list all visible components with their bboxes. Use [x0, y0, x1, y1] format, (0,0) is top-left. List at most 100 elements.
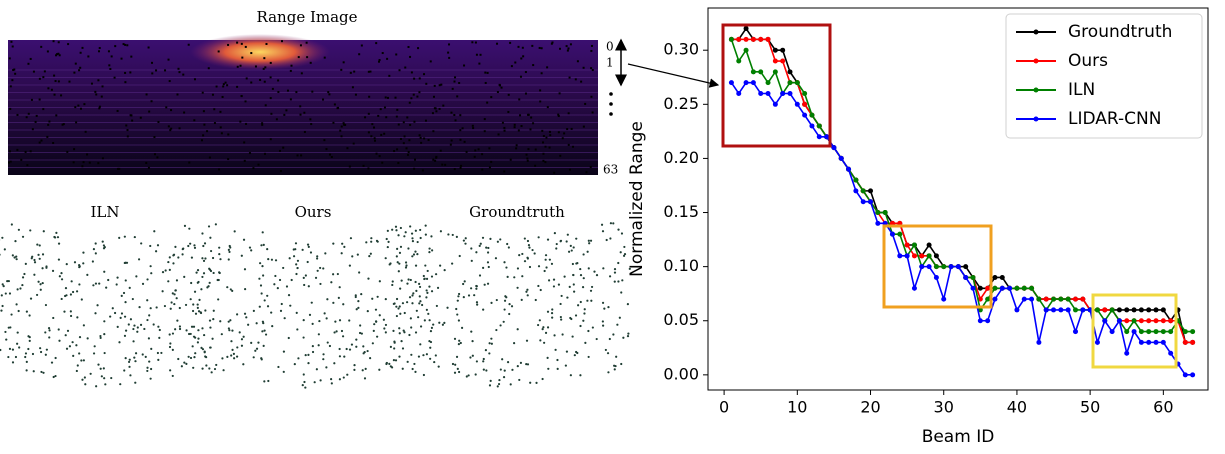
cloud-point: [391, 284, 393, 286]
cloud-point: [373, 330, 375, 332]
series-point: [787, 69, 792, 74]
cloud-point: [74, 261, 76, 263]
cloud-point: [29, 340, 31, 342]
series-point: [766, 80, 771, 85]
cloud-point: [416, 310, 418, 312]
cloud-point: [399, 252, 401, 254]
cloud-point: [444, 269, 446, 271]
range-speck: [471, 41, 473, 43]
range-speck: [79, 67, 81, 69]
range-speck: [86, 153, 88, 155]
cloud-point: [539, 339, 541, 341]
range-speck: [400, 138, 402, 140]
cloud-point: [194, 337, 196, 339]
y-tick-label: 0.10: [663, 256, 699, 275]
cloud-point: [592, 326, 594, 328]
range-speck: [368, 131, 370, 133]
range-speck: [408, 46, 410, 48]
range-speck: [16, 114, 18, 116]
cloud-point: [602, 302, 604, 304]
cloud-point: [560, 240, 562, 242]
ellipsis: [609, 102, 613, 106]
cloud-point: [397, 234, 399, 236]
series-point: [971, 286, 976, 291]
cloud-point: [308, 285, 310, 287]
cloud-point: [579, 325, 581, 327]
cloud-point: [109, 315, 111, 317]
cloud-point: [375, 320, 377, 322]
cloud-point: [179, 328, 181, 330]
cloud-point: [245, 316, 247, 318]
cloud-point: [129, 374, 131, 376]
cloud-point: [188, 228, 190, 230]
cloud-point: [329, 345, 331, 347]
cloud-point: [332, 243, 334, 245]
cloud-point: [192, 367, 194, 369]
range-speck: [413, 94, 415, 96]
range-speck: [31, 99, 33, 101]
range-speck: [201, 139, 203, 141]
range-speck: [28, 113, 30, 115]
cloud-point: [197, 282, 199, 284]
range-speck: [12, 45, 14, 47]
cloud-point: [570, 245, 572, 247]
x-tick-label: 60: [1153, 398, 1173, 417]
range-speck: [440, 150, 442, 152]
range-speck: [36, 115, 38, 117]
range-speck: [209, 157, 211, 159]
range-speck: [68, 81, 70, 83]
cloud-point: [503, 261, 505, 263]
cloud-point: [189, 243, 191, 245]
cloud-point: [283, 351, 285, 353]
range-speck: [246, 77, 248, 79]
range-speck: [75, 63, 77, 65]
cloud-point: [365, 368, 367, 370]
cloud-point: [627, 335, 629, 337]
range-speck: [13, 68, 15, 70]
cloud-point: [338, 297, 340, 299]
cloud-point: [318, 333, 320, 335]
cloud-point: [253, 310, 255, 312]
cloud-point: [343, 376, 345, 378]
cloud-point: [9, 292, 11, 294]
cloud-point: [195, 272, 197, 274]
range-speck: [227, 133, 229, 135]
range-speck: [258, 164, 260, 166]
cloud-point: [157, 326, 159, 328]
series-point: [817, 123, 822, 128]
series-point: [1124, 351, 1129, 356]
range-speck: [571, 128, 573, 130]
range-speck: [322, 98, 324, 100]
cloud-point: [353, 364, 355, 366]
range-speck: [388, 75, 390, 77]
cloud-point: [418, 355, 420, 357]
cloud-point: [460, 342, 462, 344]
series-point: [846, 167, 851, 172]
cloud-point: [376, 336, 378, 338]
range-speck: [57, 53, 59, 55]
cloud-point: [573, 291, 575, 293]
range-speck: [74, 106, 76, 108]
cloud-point: [258, 278, 260, 280]
cloud-point: [428, 247, 430, 249]
cloud-point: [322, 267, 324, 269]
range-speck: [241, 57, 243, 59]
range-speck: [148, 111, 150, 113]
range-speck: [226, 84, 228, 86]
series-point: [912, 242, 917, 247]
cloud-point: [438, 322, 440, 324]
cloud-point: [458, 371, 460, 373]
cloud-point: [303, 381, 305, 383]
series-point: [1110, 329, 1115, 334]
cloud-point: [362, 345, 364, 347]
cloud-point: [302, 249, 304, 251]
cloud-point: [371, 298, 373, 300]
cloud-point: [622, 337, 624, 339]
cloud-point: [607, 352, 609, 354]
range-speck: [361, 44, 363, 46]
cloud-point: [192, 310, 194, 312]
series-point: [766, 91, 771, 96]
series-point: [1073, 329, 1078, 334]
range-speck: [131, 120, 133, 122]
range-speck: [99, 106, 101, 108]
